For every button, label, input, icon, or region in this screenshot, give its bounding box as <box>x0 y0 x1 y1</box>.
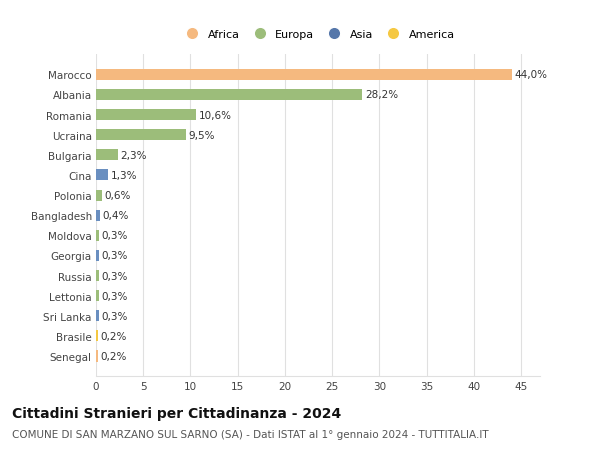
Bar <box>96 230 99 241</box>
Bar <box>96 291 99 302</box>
Bar <box>96 70 512 81</box>
Bar <box>96 250 99 262</box>
Bar <box>96 330 98 341</box>
Text: 1,3%: 1,3% <box>111 171 137 180</box>
Text: 0,2%: 0,2% <box>101 331 127 341</box>
Text: 0,6%: 0,6% <box>104 190 131 201</box>
Bar <box>96 90 362 101</box>
Text: COMUNE DI SAN MARZANO SUL SARNO (SA) - Dati ISTAT al 1° gennaio 2024 - TUTTITALI: COMUNE DI SAN MARZANO SUL SARNO (SA) - D… <box>12 429 488 439</box>
Legend: Africa, Europa, Asia, America: Africa, Europa, Asia, America <box>176 25 460 44</box>
Bar <box>96 170 108 181</box>
Text: 44,0%: 44,0% <box>514 70 547 80</box>
Text: 0,3%: 0,3% <box>101 291 128 301</box>
Text: 28,2%: 28,2% <box>365 90 398 100</box>
Text: 0,3%: 0,3% <box>101 311 128 321</box>
Text: 0,4%: 0,4% <box>103 211 129 221</box>
Text: 0,3%: 0,3% <box>101 231 128 241</box>
Text: 10,6%: 10,6% <box>199 110 232 120</box>
Text: 0,3%: 0,3% <box>101 271 128 281</box>
Bar <box>96 270 99 281</box>
Text: 0,3%: 0,3% <box>101 251 128 261</box>
Text: 0,2%: 0,2% <box>101 351 127 361</box>
Bar <box>96 110 196 121</box>
Bar <box>96 210 100 221</box>
Bar <box>96 130 186 141</box>
Text: Cittadini Stranieri per Cittadinanza - 2024: Cittadini Stranieri per Cittadinanza - 2… <box>12 406 341 420</box>
Text: 2,3%: 2,3% <box>121 151 147 161</box>
Bar <box>96 150 118 161</box>
Bar <box>96 311 99 322</box>
Bar <box>96 351 98 362</box>
Text: 9,5%: 9,5% <box>188 130 215 140</box>
Bar <box>96 190 101 201</box>
